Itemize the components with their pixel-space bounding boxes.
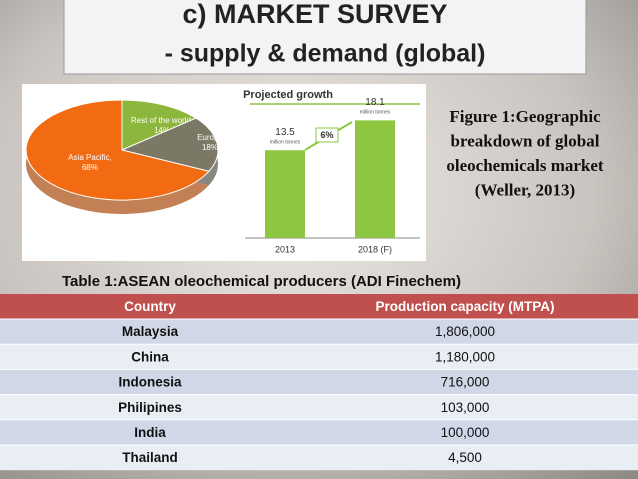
table-cell: 103,000 (441, 400, 490, 415)
caption-line: breakdown of global (451, 131, 600, 150)
table-cell: 4,500 (448, 450, 482, 465)
slice-label: Rest of the world, (131, 116, 193, 125)
pie-slice (121, 99, 198, 151)
table-title: Table 1:ASEAN oleochemical producers (AD… (62, 273, 461, 290)
unit-label: million tonnes (360, 110, 391, 116)
value-label: 18.1 (365, 97, 385, 108)
pie-slice (120, 117, 219, 172)
annotation-box (315, 127, 339, 143)
title: c) MARKET SURVEY (182, 0, 447, 29)
slice-label: Europe (197, 133, 223, 142)
table-cell: China (131, 349, 169, 364)
table-cell: Philipines (118, 400, 182, 415)
annotation: 6% (320, 130, 333, 140)
table: Country Production capacity (MTPA) Malaysi… (0, 294, 638, 471)
table-row (0, 394, 638, 420)
table-cell: 1,180,000 (435, 349, 495, 364)
slice-value: 68% (82, 163, 98, 172)
column-header: Country (124, 299, 176, 314)
category-label: 2018 (F) (358, 244, 392, 254)
caption-line: (Weller, 2013) (475, 180, 575, 199)
pie-slice (25, 99, 210, 201)
slice-value: 14% (154, 126, 170, 135)
table-row (0, 445, 638, 471)
table-header (0, 294, 638, 319)
bar (265, 150, 305, 238)
subtitle: - supply & demand (global) (165, 40, 486, 68)
category-label: 2013 (275, 244, 295, 254)
caption-line: oleochemicals market (446, 156, 604, 175)
slice-value: 18% (202, 143, 218, 152)
table-cell: 100,000 (441, 425, 490, 440)
table-cell: 716,000 (441, 375, 490, 390)
table-row (0, 319, 638, 345)
table-cell: India (134, 425, 166, 440)
title-box (63, 0, 587, 75)
table-cell: 1,806,000 (435, 324, 495, 339)
table-row (0, 419, 638, 445)
caption-line: Figure 1:Geographic (449, 107, 601, 126)
table-row (0, 369, 638, 395)
table-cell: Malaysia (122, 324, 179, 339)
unit-label: million tonnes (270, 140, 301, 146)
chart-title: Projected growth (243, 89, 333, 101)
figure-caption: Figure 1:Geographic breakdown of global ol… (446, 107, 604, 200)
value-label: 13.5 (275, 127, 295, 138)
table-cell: Indonesia (118, 375, 182, 390)
bar (355, 120, 395, 238)
table-cell: Thailand (122, 450, 178, 465)
table-row (0, 344, 638, 370)
slice-label: Asia Pacific, (68, 153, 112, 162)
column-header: Production capacity (MTPA) (375, 299, 554, 314)
